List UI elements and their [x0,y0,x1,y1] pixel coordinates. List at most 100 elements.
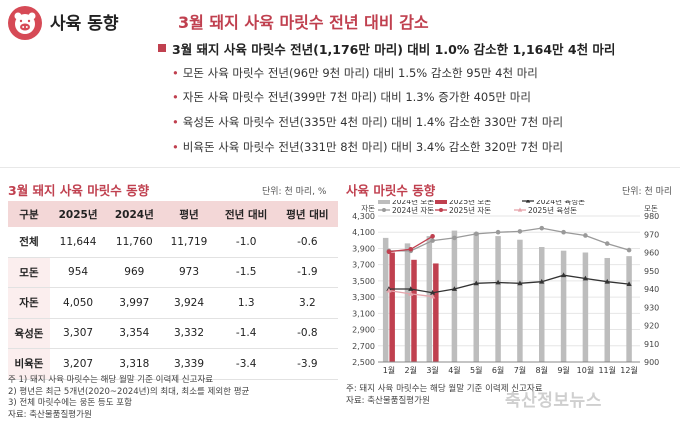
x-tick-label: 8월 [536,365,548,375]
y-left-tick-label: 3,300 [352,293,375,302]
chart-unit: 단위: 천 마리 [622,187,673,197]
line-point [539,278,545,284]
table-cell: 4,050 [49,287,107,319]
col-header: 전년 대비 [215,201,277,227]
y-right-tick-label: 930 [644,303,659,312]
line-point [626,247,632,253]
y-left-tick-label: 3,900 [352,244,375,253]
table-row: 모돈 954 969 973 -1.5 -1.9 [8,257,338,288]
y-right-tick-label: 900 [644,358,659,367]
table-cell: 11,760 [106,227,163,258]
bar-2024-sow [404,243,411,362]
series-line [388,274,630,294]
bar-2024-sow [473,232,479,362]
table-cell: 3,354 [106,318,163,349]
table-cell: -3.9 [276,348,338,380]
legend-marker [382,208,386,212]
y-right-tick-label: 920 [644,322,659,331]
table-cell: 3,924 [162,287,216,319]
bar-2024-sow [560,250,567,362]
line-point [451,286,458,291]
table-cell: 3,997 [106,287,163,319]
row-label: 모돈 [8,257,50,288]
y-left-tick-label: 3,100 [352,309,375,318]
y-right-tick-label: 940 [644,285,659,294]
table-cell: 954 [49,257,107,288]
y-right-tick-label: 960 [644,249,659,258]
bar-2024-sow [626,256,632,362]
line-point [582,275,589,281]
line-point [408,246,414,252]
note-line: 3) 전체 마릿수에는 웅돈 등도 포함 [8,398,132,408]
chart-title: 사육 마릿수 동향 [346,183,436,198]
section-divider [0,167,680,168]
line-point [517,280,523,286]
table-row: 자돈 4,050 3,997 3,924 1.3 3.2 [8,287,338,319]
table-cell: -0.8 [276,318,338,349]
table-notes: 주 1) 돼지 사육 마릿수는 해당 월말 기준 이력제 신고자료 2) 평년은… [8,375,249,421]
table-cell: -1.0 [215,227,277,258]
line-point [452,235,457,241]
legend-swatch [435,200,447,204]
x-tick-label: 10월 [577,365,595,375]
y-left-tick-label: 3,500 [352,277,375,286]
note-line: 자료: 축산물품질평가원 [8,409,92,420]
line-point [495,229,501,235]
y-right-axis-label: 모돈 [644,204,658,213]
lead-square-icon [158,44,166,52]
x-tick-label: 3월 [426,365,438,375]
legend-marker [525,200,531,203]
x-tick-label: 1월 [383,365,395,375]
line-point [473,231,479,237]
y-left-tick-label: 3,700 [352,261,375,270]
x-tick-label: 2월 [405,365,417,375]
page-headline: 3월 돼지 사육 마릿수 전년 대비 감소 [178,13,429,32]
table-unit: 단위: 천 마리, % [262,187,327,197]
pig-badge-icon [8,6,42,40]
col-header: 2024년 [106,201,163,227]
y-right-tick-label: 910 [644,340,659,349]
y-left-tick-label: 2,700 [352,342,375,351]
table-cell: -1.4 [215,318,277,349]
y-left-axis-label: 자돈 [361,204,375,213]
row-label: 육성돈 [8,318,50,349]
line-point [517,229,523,234]
table-cell: 3,332 [162,318,216,349]
bullet-item: • 모돈 사육 마릿수 전년(96만 9천 마리) 대비 1.5% 감소한 95만… [172,66,538,80]
bullet-item: • 자돈 사육 마릿수 전년(399만 7천 마리) 대비 1.3% 증가한 40… [172,90,531,104]
line-point [429,289,436,295]
line-point [386,249,392,254]
line-point [561,229,566,235]
note-line: 주: 돼지 사육 마릿수는 해당 월말 기준 이력제 신고자료 [346,384,543,394]
bullet-dot-icon: • [172,115,179,129]
bar-2025-sow [389,252,395,362]
line-point [408,286,414,291]
bar-2024-sow [539,247,545,362]
y-right-tick-label: 950 [644,267,659,276]
table-cell: -1.9 [276,257,338,288]
bullet-dot-icon: • [172,66,179,80]
legend-label: 2025년 자돈 [449,205,491,215]
table-cell: -1.5 [215,257,277,288]
bar-2024-sow [604,257,610,362]
legend-marker [439,208,443,212]
table-cell: 11,719 [162,227,216,258]
bullet-dot-icon: • [172,90,179,104]
line-point [560,272,567,278]
line-point [583,233,588,238]
line-point [539,225,545,231]
bullet-item: • 비육돈 사육 마릿수 전년(331만 8천 마리) 대비 3.4% 감소한 3… [172,140,564,154]
col-header: 평년 [162,201,216,227]
col-header: 2025년 [49,201,107,227]
line-point [604,241,610,246]
table-row: 비육돈 3,207 3,318 3,339 -3.4 -3.9 [8,348,338,380]
table-row: 육성돈 3,307 3,354 3,332 -1.4 -0.8 [8,318,338,349]
legend-label: 2025년 육성돈 [528,205,577,215]
table-cell: -3.4 [215,348,277,380]
table-row: 전체 11,644 11,760 11,719 -1.0 -0.6 [8,227,338,258]
table-cell: 973 [162,257,216,288]
legend-label: 2024년 육성돈 [536,200,585,206]
table-cell: 1.3 [215,287,277,319]
y-left-tick-label: 4,300 [352,212,375,221]
y-right-tick-label: 980 [644,212,659,221]
